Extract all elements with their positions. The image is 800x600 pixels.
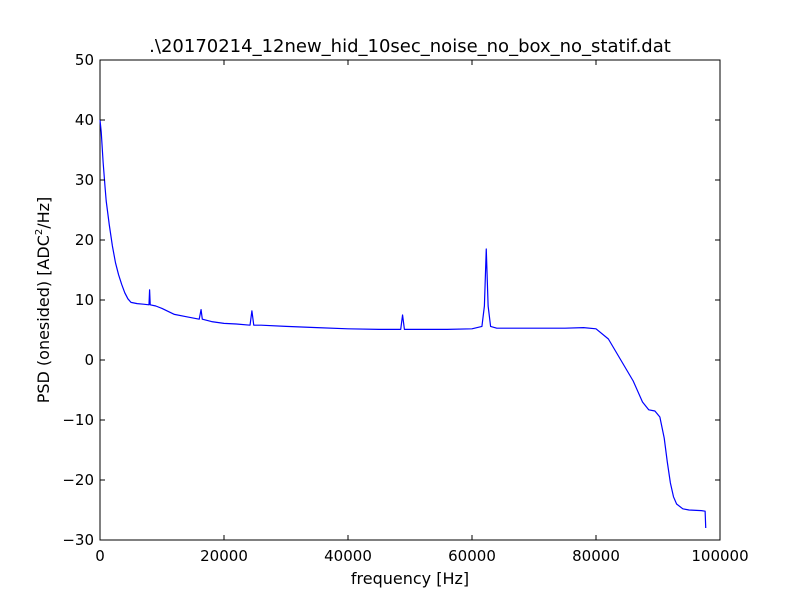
y-axis-label-prefix: PSD (onesided) [ADC (34, 235, 53, 403)
y-axis-label-superscript: 2 (34, 229, 45, 235)
x-tick-label: 100000 (691, 547, 748, 565)
plot-area: 0 20000 40000 60000 80000 100000 −30 −20 −10 0 10 2… (62, 51, 748, 565)
y-tick-label: 20 (75, 231, 94, 249)
tick-layer: 0 20000 40000 60000 80000 100000 −30 −20 −10 0 10 2… (62, 51, 748, 565)
y-tick-label: 30 (75, 171, 94, 189)
series-line-0 (99, 119, 707, 529)
y-tick-label: 50 (75, 51, 94, 69)
series-layer (99, 119, 707, 529)
x-tick-label: 40000 (324, 547, 372, 565)
x-tick-label: 60000 (448, 547, 496, 565)
x-tick-label: 20000 (200, 547, 248, 565)
y-tick-label: 10 (75, 291, 94, 309)
y-axis-label-suffix: /Hz] (34, 197, 53, 229)
x-tick-label: 0 (95, 547, 105, 565)
y-tick-label: 40 (75, 111, 94, 129)
y-tick-label: −10 (62, 411, 94, 429)
y-axis-label: PSD (onesided) [ADC2/Hz] (34, 197, 53, 404)
x-tick-label: 80000 (572, 547, 620, 565)
y-tick-label: 0 (84, 351, 94, 369)
chart-title: .\20170214_12new_hid_10sec_noise_no_box_… (149, 36, 671, 57)
x-axis-label: frequency [Hz] (351, 569, 469, 588)
y-tick-label: −20 (62, 471, 94, 489)
y-tick-label: −30 (62, 531, 94, 549)
